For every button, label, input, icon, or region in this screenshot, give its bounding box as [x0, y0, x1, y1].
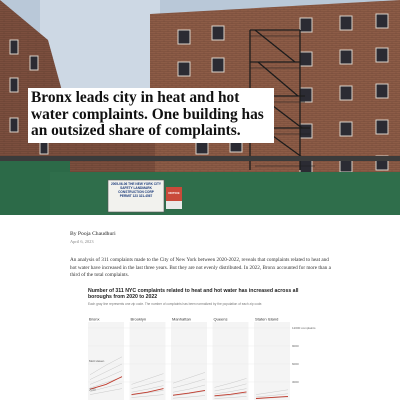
headline: Bronx leads city in heat and hot water c…	[31, 89, 264, 140]
zip-line	[131, 373, 164, 385]
complaints-chart: Number of 311 NYC complaints related to …	[88, 288, 318, 400]
zip-line	[131, 385, 164, 393]
highlight-line	[255, 395, 289, 399]
y-tick-label: 3000	[292, 380, 299, 384]
zip-line	[131, 390, 164, 396]
panel-label-bronx: Bronx	[89, 317, 99, 322]
building-illustration	[0, 0, 400, 215]
byline: By Pooja Chaudhuri	[70, 231, 116, 237]
highlight-line	[89, 376, 123, 390]
zip-line	[89, 363, 123, 380]
chart-title: Number of 311 NYC complaints related to …	[88, 288, 299, 301]
panel-bg-staten-island	[254, 322, 290, 400]
panel-bg-brooklyn	[129, 322, 166, 400]
zip-line	[214, 383, 247, 392]
zip-line	[172, 372, 206, 384]
panel-label-manhattan: Manhattan	[172, 317, 191, 322]
small-multiples-svg: Bronx Brooklyn Manhattan Queens Staten Islan…	[88, 317, 316, 400]
chart-annotation: 2020	[89, 387, 96, 391]
panel-label-queens: Queens	[214, 317, 228, 322]
zip-line	[89, 356, 123, 376]
sign-line-2: SAFETY LANDMARK	[120, 186, 152, 190]
zip-line	[131, 379, 164, 389]
hero-photo: 2005-06-06 THE NEW YORK CITY SAFETY LAND…	[0, 0, 400, 215]
zip-line	[214, 388, 247, 395]
y-tick-label: 6000	[292, 362, 299, 366]
sign-line-1: 2005-06-06 THE NEW YORK CITY	[110, 182, 162, 186]
zip-line	[131, 394, 164, 398]
chart-annotation: Mott Haven	[89, 359, 105, 363]
zip-line	[172, 390, 206, 397]
panel-bg-queens	[212, 322, 249, 400]
chart-subtitle: Each gray line represents one zip code. …	[88, 302, 263, 307]
panel-bg-bronx	[88, 322, 124, 400]
intro-paragraph: An analysis of 311 complaints made to th…	[70, 257, 331, 279]
zip-line	[255, 393, 289, 398]
zip-line	[214, 392, 247, 397]
door-sign-text: NOTICE	[168, 191, 180, 195]
zip-line	[89, 388, 123, 395]
zip-line	[172, 378, 206, 389]
y-tick-label: 9000	[292, 344, 299, 348]
sign-line-4: PERMIT 123 321-4567	[119, 194, 153, 198]
zip-line	[89, 370, 123, 385]
zip-line	[214, 378, 247, 388]
publish-date: April 6, 2023	[70, 239, 94, 244]
zip-line	[89, 382, 123, 392]
panel-bg-manhattan	[171, 322, 207, 400]
panel-label-brooklyn: Brooklyn	[131, 317, 147, 322]
panel-label-staten-island: Staten Island	[255, 317, 278, 322]
zip-line	[172, 395, 206, 399]
highlight-line	[172, 389, 206, 396]
zip-line	[172, 384, 206, 393]
y-tick-label: 12000 complaints	[292, 326, 316, 330]
construction-sign	[107, 179, 165, 213]
sign-line-3: CONSTRUCTION CORP	[118, 190, 154, 194]
zip-line	[255, 389, 289, 395]
construction-sign-text: 2005-06-06 THE NEW YORK CITY SAFETY LAND…	[110, 182, 162, 198]
headline-box: Bronx leads city in heat and hot water c…	[28, 88, 274, 143]
highlight-line	[214, 391, 247, 397]
zip-line	[214, 396, 247, 399]
highlight-line	[131, 388, 164, 396]
